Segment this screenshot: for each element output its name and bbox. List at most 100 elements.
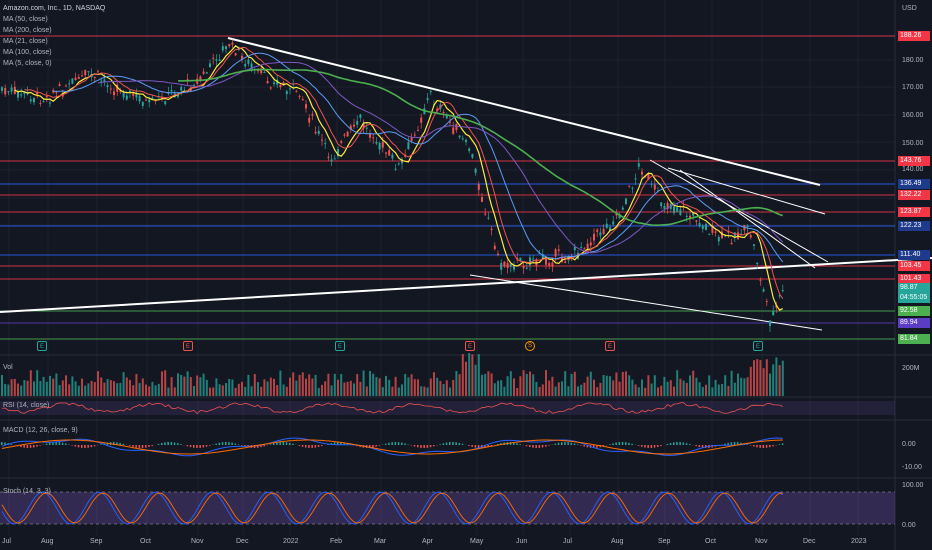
volume-bar — [695, 377, 698, 396]
volume-bar — [321, 384, 323, 396]
candle-body — [333, 158, 336, 160]
volume-bar — [474, 364, 477, 396]
volume-label[interactable]: Vol — [3, 364, 13, 371]
price-level-badge: 143.76 — [898, 156, 930, 166]
legend-ma-21[interactable]: MA (21, close) — [3, 38, 48, 45]
macd-histogram-bar — [618, 442, 621, 445]
earnings-event-icon[interactable]: E — [335, 341, 345, 351]
legend-ma-50[interactable]: MA (50, close) — [3, 16, 48, 23]
volume-bar — [669, 380, 672, 396]
volume-bar — [343, 382, 346, 396]
candle-body — [465, 139, 467, 143]
indicator-legend: Amazon.com, Inc., 1D, NASDAQ MA (50, clo… — [3, 3, 105, 69]
candle-body — [484, 213, 487, 215]
candle-body — [154, 100, 157, 102]
candle-body — [583, 248, 586, 250]
volume-bar — [676, 370, 679, 396]
legend-ma-200[interactable]: MA (200, close) — [3, 27, 52, 34]
volume-bar — [506, 376, 509, 396]
macd-histogram-bar — [516, 443, 518, 445]
ma-21-line — [24, 47, 784, 299]
volume-bar — [279, 370, 282, 396]
candle-body — [474, 168, 477, 173]
price-level-badge: 92.58 — [898, 306, 930, 316]
macd-histogram-bar — [548, 445, 550, 446]
time-tick: Jul — [2, 538, 11, 545]
volume-bar — [183, 376, 186, 396]
candle-body — [10, 87, 13, 92]
candle-body — [369, 133, 371, 138]
candle-body — [708, 233, 711, 235]
earnings-event-icon[interactable]: E — [37, 341, 47, 351]
volume-bar — [42, 376, 45, 396]
candle-body — [314, 131, 317, 134]
legend-ma-100[interactable]: MA (100, close) — [3, 49, 52, 56]
macd-histogram-bar — [20, 445, 22, 448]
volume-bar — [404, 373, 407, 396]
macd-histogram-bar — [583, 445, 585, 447]
volume-bar — [589, 371, 592, 396]
macd-histogram-bar — [215, 443, 217, 445]
volume-bar — [378, 378, 381, 396]
macd-histogram-bar — [116, 442, 118, 445]
macd-histogram-bar — [471, 445, 473, 447]
volume-bar — [97, 371, 99, 396]
candle-body — [330, 159, 333, 162]
macd-histogram-bar — [477, 445, 480, 448]
volume-bar — [705, 384, 707, 396]
stoch-label[interactable]: Stoch (14, 3, 3) — [3, 488, 51, 495]
rsi-label[interactable]: RSI (14, close) — [3, 402, 50, 409]
time-tick: Aug — [611, 538, 624, 545]
candle-body — [586, 243, 589, 249]
macd-histogram-bar — [695, 445, 697, 447]
candle-body — [397, 163, 400, 165]
volume-bar — [468, 353, 471, 396]
candle-body — [442, 111, 445, 114]
macd-histogram-bar — [285, 442, 288, 445]
split-event-icon[interactable]: S — [525, 341, 535, 351]
macd-histogram-bar — [593, 445, 595, 448]
candle-body — [650, 183, 653, 185]
time-tick: Jul — [563, 538, 572, 545]
macd-line — [1, 437, 783, 457]
candle-body — [215, 59, 218, 61]
chart-title[interactable]: Amazon.com, Inc., 1D, NASDAQ — [3, 5, 106, 12]
macd-histogram-bar — [257, 445, 259, 448]
macd-label[interactable]: MACD (12, 26, close, 9) — [3, 427, 78, 434]
candle-body — [625, 198, 627, 205]
earnings-event-icon[interactable]: E — [605, 341, 615, 351]
macd-histogram-bar — [449, 442, 451, 445]
macd-histogram-bar — [314, 445, 317, 448]
volume-bar — [90, 380, 93, 396]
volume-bar — [276, 385, 279, 396]
time-tick: Oct — [705, 538, 716, 545]
price-tick: 150.00 — [902, 140, 924, 147]
volume-bar — [74, 381, 77, 396]
volume-bar — [106, 379, 109, 396]
volume-bar — [769, 373, 771, 396]
volume-bar — [324, 381, 327, 396]
rsi-pane — [0, 401, 895, 415]
volume-bar — [596, 387, 599, 396]
volume-bar — [266, 381, 269, 396]
candle-body — [356, 120, 359, 125]
earnings-event-icon[interactable]: E — [183, 341, 193, 351]
macd-histogram-bar — [429, 445, 432, 448]
candle-body — [599, 232, 602, 236]
volume-bar — [167, 387, 170, 396]
volume-bar — [679, 378, 682, 396]
volume-bar — [401, 384, 403, 396]
macd-histogram-bar — [221, 442, 224, 445]
volume-bar — [545, 370, 547, 396]
candle-body — [74, 77, 77, 81]
volume-bar — [65, 375, 67, 396]
macd-histogram-bar — [577, 444, 579, 445]
earnings-event-icon[interactable]: E — [753, 341, 763, 351]
legend-ma-5[interactable]: MA (5, close, 0) — [3, 60, 52, 67]
volume-bar — [461, 354, 464, 396]
candle-body — [679, 209, 682, 216]
candle-body — [727, 231, 730, 233]
earnings-event-icon[interactable]: E — [465, 341, 475, 351]
macd-histogram-bar — [490, 445, 493, 447]
